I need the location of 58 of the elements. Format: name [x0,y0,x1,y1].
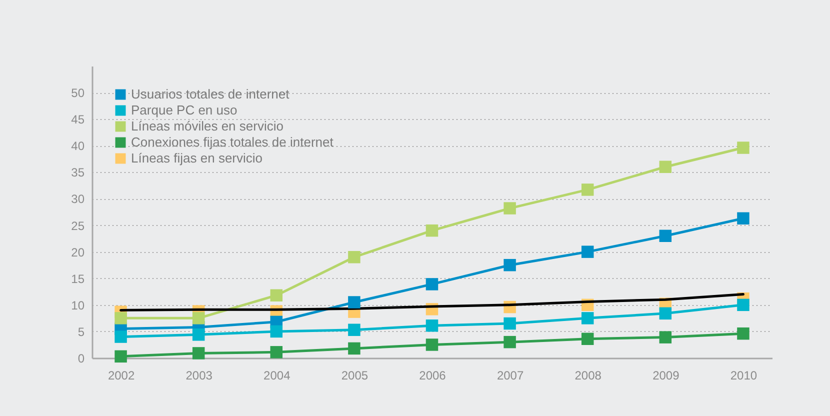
y-tick-label: 40 [71,139,85,154]
legend-label: Parque PC en uso [131,102,238,118]
y-tick-label: 45 [71,112,85,127]
point [270,289,283,302]
point [504,317,516,330]
point [270,325,283,338]
x-tick-label: 2009 [652,368,680,382]
point [737,212,750,224]
point [348,296,360,308]
legend-label: Líneas fijas en servicio [131,150,263,166]
x-tick-label: 2008 [574,368,602,382]
x-tick-label: 2003 [186,368,213,382]
y-tick-label: 5 [78,324,85,339]
y-tick-label: 15 [71,272,85,286]
y-tick-label: 35 [71,166,85,180]
legend-label: Conexiones fijas totales de internet [131,134,334,150]
point [348,324,360,336]
y-tick-label: 10 [71,298,85,312]
point [192,347,205,360]
point [192,328,205,341]
point [348,342,360,355]
legend-label: Líneas móviles en servicio [131,118,284,134]
point [659,230,672,242]
y-tick-label: 25 [71,218,85,233]
point [581,332,594,346]
x-tick-label: 2005 [341,368,368,382]
x-tick-label: 2004 [264,368,291,382]
point [114,312,127,324]
point [504,336,516,348]
point [737,327,750,340]
point [659,331,672,344]
y-tick-label: 20 [71,245,85,260]
point [504,258,516,272]
legend-label: Usuarios totales de internet [131,86,290,102]
x-tick-label: 2002 [108,368,135,382]
point [426,278,438,290]
point [114,350,127,363]
y-tick-label: 30 [71,192,85,206]
point [659,307,672,320]
point [426,338,438,351]
point [581,246,594,258]
point [192,312,205,324]
point [581,312,594,324]
point [426,224,438,237]
point [581,184,594,196]
point [114,330,127,343]
point [504,202,516,214]
point [348,251,360,264]
point [737,298,750,312]
x-tick-label: 2010 [730,368,758,382]
y-tick-label: 50 [71,86,85,100]
point [426,319,438,332]
y-tick-label: 0 [78,352,85,366]
point [270,346,283,358]
point [737,142,750,154]
point [659,160,672,173]
x-tick-label: 2007 [496,368,524,382]
x-tick-label: 2006 [419,368,446,382]
